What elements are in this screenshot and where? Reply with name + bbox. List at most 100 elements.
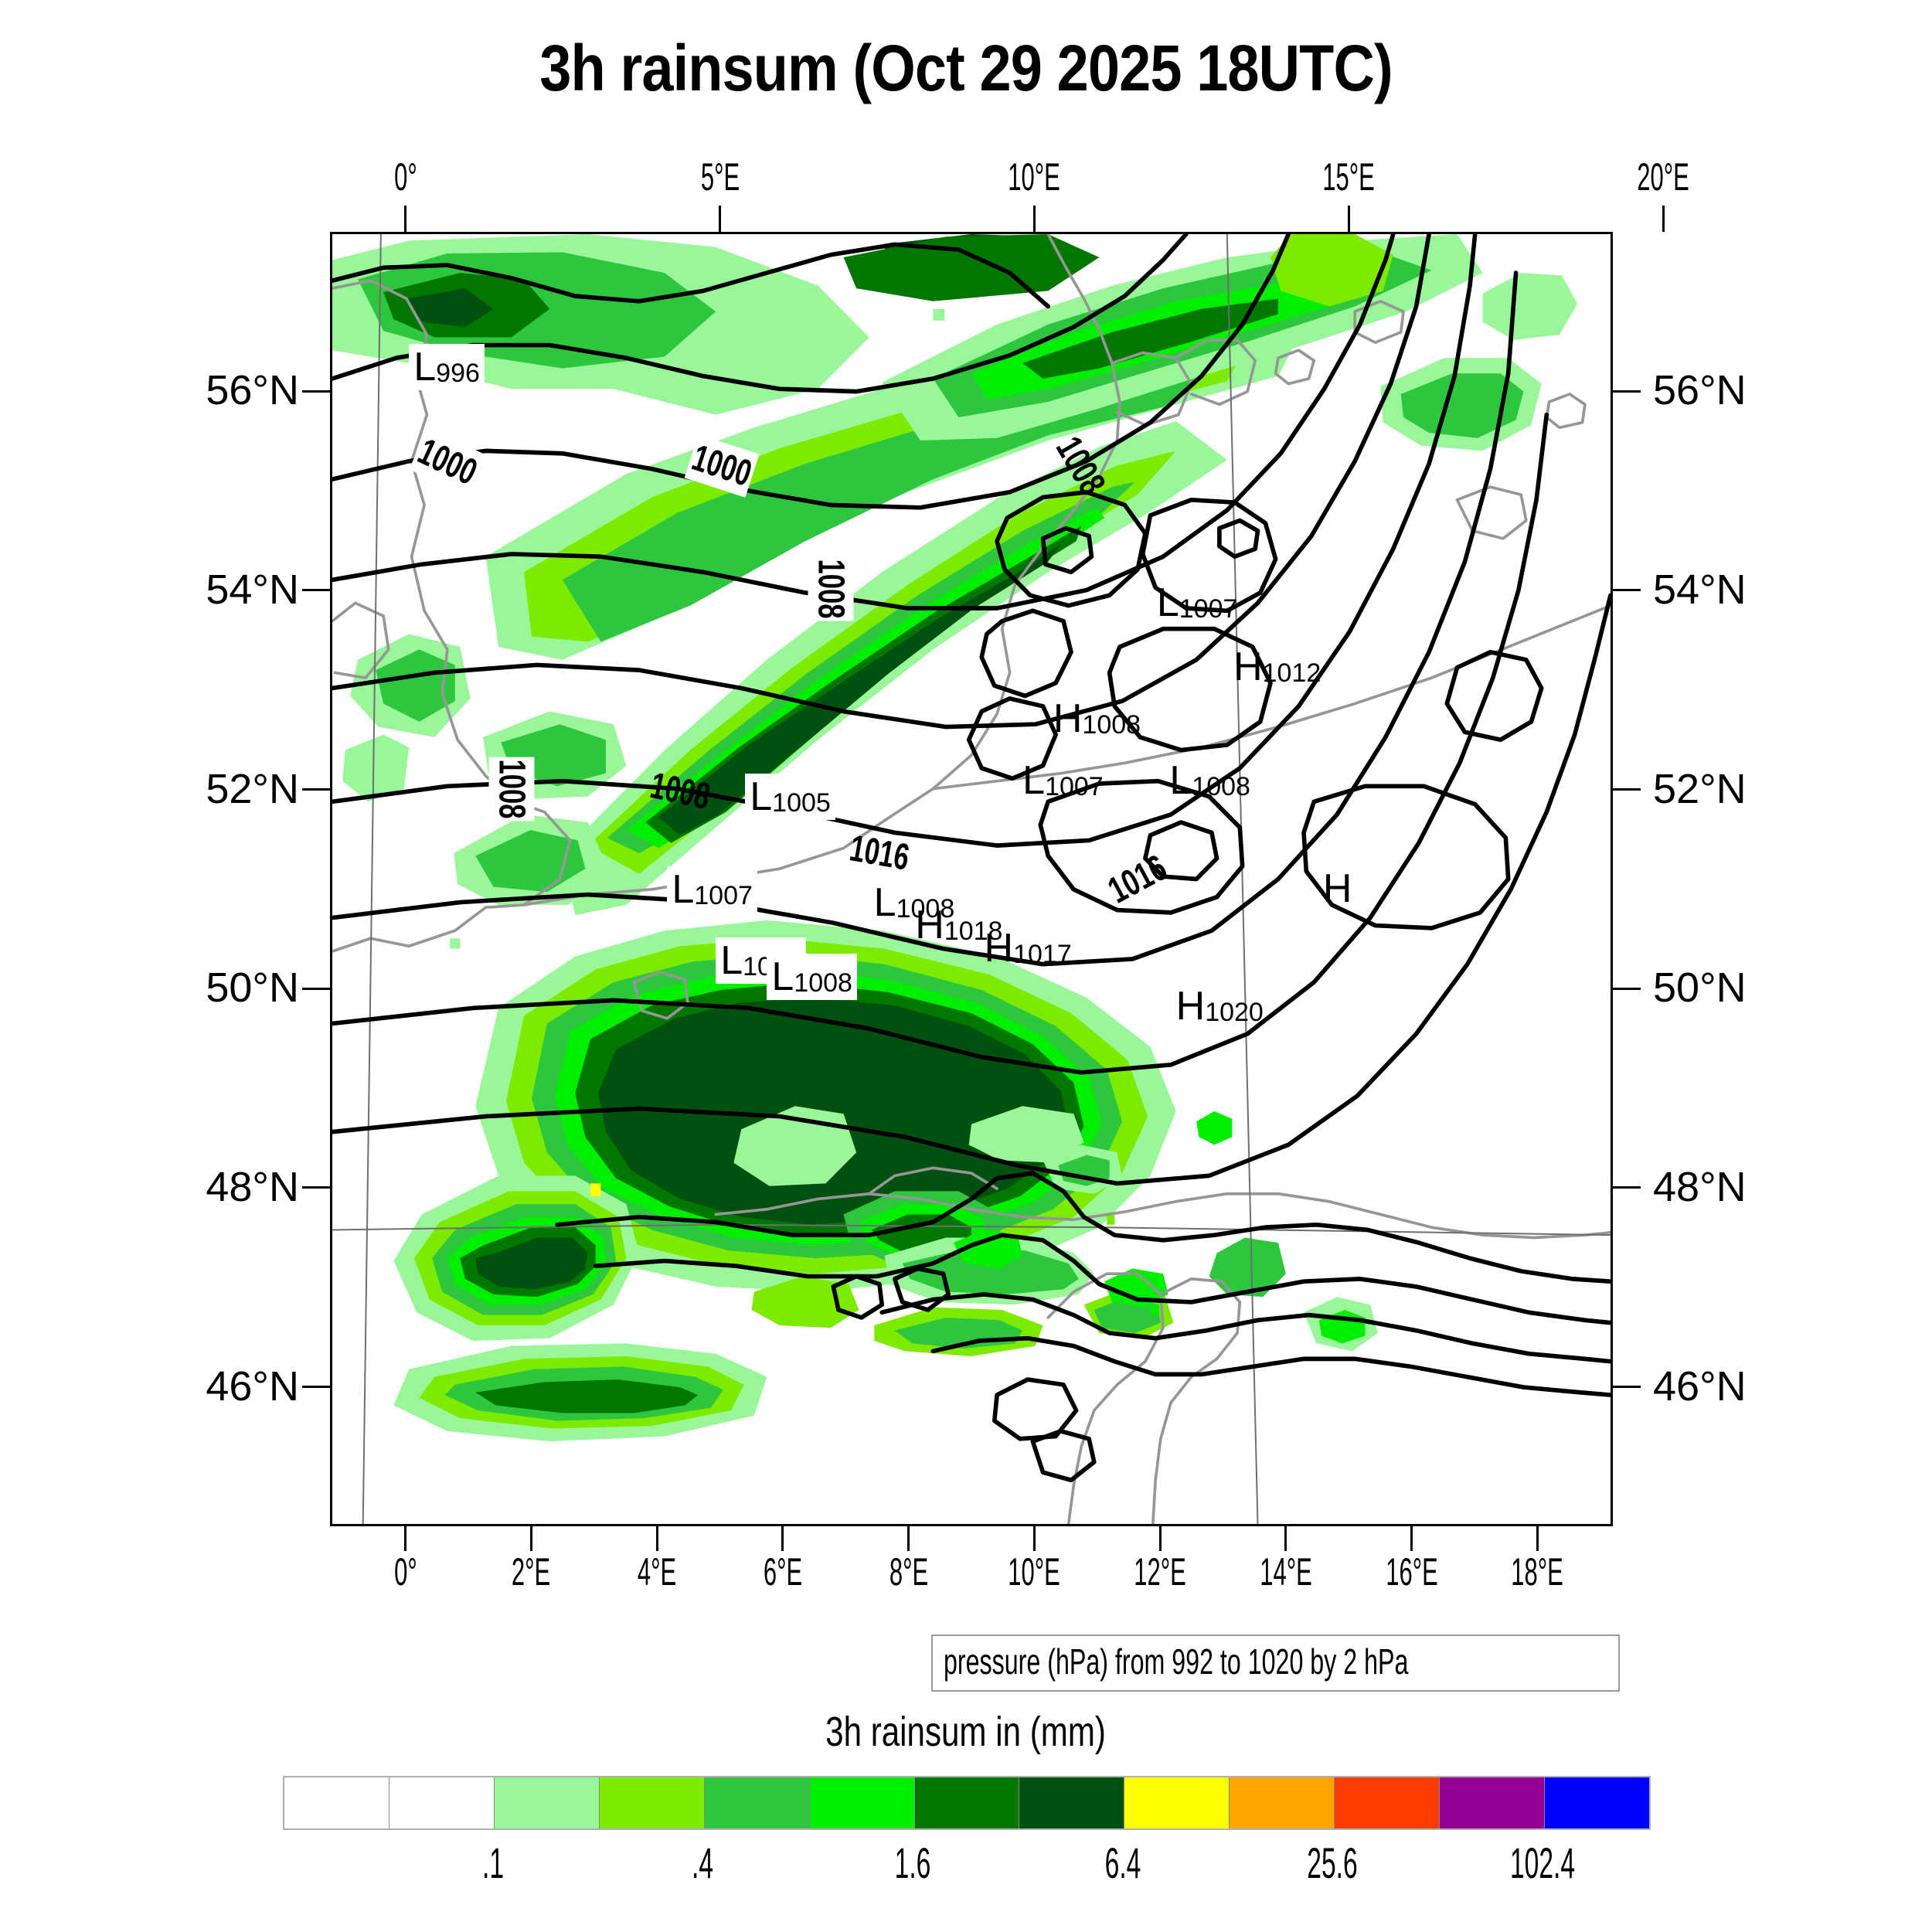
pressure-center-type: L [750, 774, 773, 819]
left-tick-3: 50°N [206, 964, 299, 1012]
colorbar-label-4: 25.6 [1307, 1838, 1359, 1887]
colorbar[interactable] [283, 1776, 1651, 1830]
isobar-label-0: 1000 [685, 434, 760, 498]
colorbar-segment-6 [914, 1777, 1020, 1828]
colorbar-segment-0 [284, 1777, 389, 1828]
pressure-center-h-9: H1018 [915, 905, 1002, 945]
isobar-label-2: 1008 [1047, 430, 1113, 502]
pressure-center-type: H [1175, 984, 1206, 1029]
colorbar-segment-9 [1230, 1777, 1335, 1828]
colorbar-label-2: 1.6 [894, 1838, 931, 1887]
colorbar-segment-1 [389, 1777, 495, 1828]
pressure-center-value: 1007 [1045, 771, 1104, 801]
bottom-tick-mark-3 [781, 1526, 784, 1551]
bottom-tick-0: 0° [393, 1550, 417, 1594]
bottom-tick-4: 8°E [889, 1550, 928, 1594]
left-tick-mark-1 [302, 589, 330, 592]
bottom-tick-1: 2°E [512, 1550, 551, 1594]
pressure-center-value: 1005 [772, 787, 831, 818]
pressure-center-l-1: L1007 [1157, 583, 1238, 623]
left-tick-1: 54°N [206, 566, 299, 613]
colorbar-segment-7 [1019, 1777, 1125, 1828]
top-tick-0: 0° [393, 155, 417, 199]
colorbar-segment-10 [1335, 1777, 1440, 1828]
top-tick-mark-0 [404, 206, 407, 232]
top-tick-1: 5°E [700, 155, 740, 199]
right-tick-mark-2 [1613, 788, 1641, 791]
bottom-tick-mark-9 [1536, 1526, 1539, 1551]
pressure-center-value: 1008 [896, 893, 955, 923]
pressure-center-value: 1007 [694, 880, 753, 910]
colorbar-segment-8 [1124, 1777, 1230, 1828]
isobar-label-5: 1008 [646, 765, 713, 818]
right-tick-mark-0 [1613, 389, 1641, 393]
pressure-center-type: L [413, 344, 437, 389]
colorbar-segment-12 [1545, 1777, 1649, 1828]
map-annotation-layer: L996 L1007 H1012 H1008 L1007 L1008 L1005 L1007 L… [332, 234, 1611, 1524]
isobar-label-3: 1008 [808, 556, 854, 621]
top-tick-3: 15°E [1322, 155, 1376, 199]
top-tick-mark-4 [1662, 206, 1665, 232]
left-tick-mark-3 [302, 987, 330, 990]
pressure-center-h-10: H1017 [985, 928, 1072, 968]
pressure-center-type: L [672, 866, 695, 912]
pressure-center-value: 1018 [944, 916, 1003, 946]
right-tick-mark-5 [1613, 1386, 1641, 1389]
right-tick-3: 50°N [1653, 964, 1747, 1012]
pressure-center-value: 1017 [1013, 939, 1072, 969]
pressure-center-value: 1008 [794, 968, 852, 998]
pressure-center-h-14: H [1323, 869, 1352, 909]
left-tick-mark-5 [302, 1386, 330, 1389]
pressure-center-h-2: H1012 [1233, 647, 1321, 687]
colorbar-segment-2 [494, 1777, 600, 1828]
pressure-center-value: 1012 [1262, 658, 1321, 689]
top-tick-mark-1 [719, 206, 721, 232]
isobar-label-7: 1016 [1101, 847, 1174, 911]
right-tick-5: 46°N [1653, 1362, 1747, 1410]
bottom-tick-5: 10°E [1008, 1550, 1061, 1594]
colorbar-segment-11 [1440, 1777, 1546, 1828]
right-tick-1: 54°N [1653, 566, 1747, 613]
pressure-center-l-4: L1007 [1022, 760, 1104, 801]
colorbar-label-1: .4 [692, 1838, 714, 1887]
pressure-center-type: L [873, 879, 896, 925]
pressure-center-value: 1008 [1192, 771, 1250, 801]
isobar-label-4: 1008 [488, 757, 535, 821]
top-tick-4: 20°E [1637, 155, 1689, 199]
colorbar-tick-labels: .1 .4 1.6 6.4 25.6 102.4 [283, 1838, 1648, 1907]
pressure-center-type: L [1169, 757, 1192, 803]
left-tick-2: 52°N [206, 765, 299, 812]
colorbar-label-3: 6.4 [1104, 1838, 1141, 1887]
colorbar-segment-5 [809, 1777, 915, 1828]
pressure-center-l-5: L1008 [1169, 760, 1250, 801]
pressure-center-type: L [1156, 580, 1179, 625]
pressure-center-type: H [1322, 866, 1352, 912]
right-tick-mark-3 [1613, 987, 1641, 990]
bottom-tick-mark-4 [907, 1526, 910, 1551]
pressure-center-type: L [1022, 757, 1046, 803]
pressure-center-l-12: L1008 [767, 954, 857, 1001]
bottom-tick-7: 14°E [1260, 1550, 1312, 1594]
pressure-center-type: H [915, 902, 944, 947]
colorbar-label-5: 102.4 [1510, 1838, 1576, 1887]
pressure-center-l-0: L996 [409, 343, 485, 390]
pressure-center-value: 1020 [1205, 998, 1264, 1028]
colorbar-title: 3h rainsum in (mm) [0, 1708, 1932, 1756]
top-tick-2: 10°E [1008, 155, 1061, 199]
map-plot-area: L996 L1007 H1012 H1008 L1007 L1008 L1005 L1007 L… [330, 232, 1613, 1526]
bottom-tick-mark-2 [655, 1526, 658, 1551]
pressure-center-type: H [1053, 696, 1083, 741]
left-tick-5: 46°N [206, 1362, 299, 1410]
pressure-caption-text: pressure (hPa) from 992 to 1020 by 2 hPa [944, 1641, 1409, 1682]
pressure-caption-box: pressure (hPa) from 992 to 1020 by 2 hPa [931, 1634, 1621, 1692]
pressure-center-h-13: H1020 [1176, 986, 1264, 1026]
left-tick-4: 48°N [206, 1163, 299, 1210]
bottom-tick-mark-1 [529, 1526, 532, 1551]
isobar-label-6: 1016 [846, 828, 913, 879]
pressure-center-l-7: L1007 [667, 866, 757, 913]
bottom-tick-9: 18°E [1511, 1550, 1564, 1594]
pressure-center-value: 1008 [1082, 709, 1141, 740]
pressure-center-type: L [720, 937, 743, 983]
right-tick-mark-1 [1613, 589, 1641, 592]
weather-map-canvas [332, 234, 1611, 1524]
